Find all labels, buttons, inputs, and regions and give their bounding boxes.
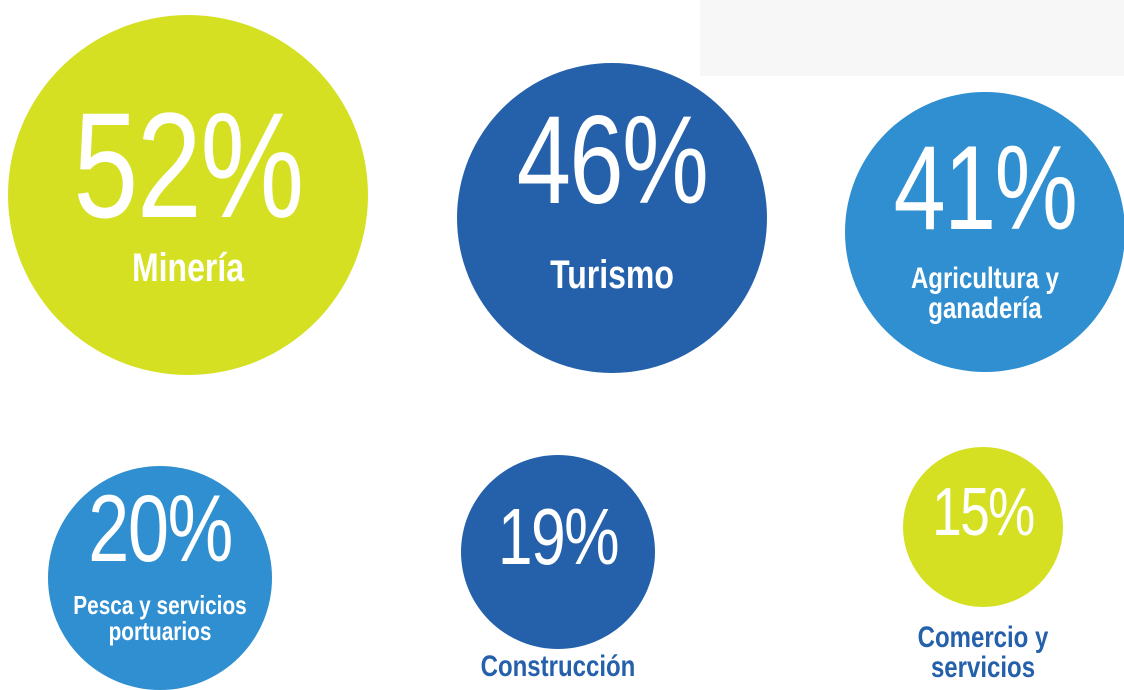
bubble bbox=[903, 447, 1063, 607]
bubble bbox=[461, 455, 655, 649]
value-label: 19% bbox=[497, 492, 620, 581]
value-label: 20% bbox=[88, 476, 233, 582]
value-label: 52% bbox=[73, 81, 304, 249]
value-label: 46% bbox=[516, 91, 709, 230]
value-label: 15% bbox=[932, 474, 1035, 550]
category-label: Agricultura y ganadería bbox=[910, 262, 1060, 325]
category-label: Minería bbox=[131, 246, 245, 290]
bubble bbox=[48, 466, 272, 690]
value-label: 41% bbox=[893, 121, 1078, 255]
category-label: Comercio y servicios bbox=[917, 621, 1049, 684]
bubble bbox=[8, 15, 368, 375]
bubble bbox=[457, 63, 767, 373]
bubble bbox=[845, 92, 1124, 372]
category-label: Pesca y servicios portuarios bbox=[73, 590, 247, 646]
category-label: Turismo bbox=[550, 253, 674, 297]
category-label: Construcción bbox=[480, 650, 636, 683]
corner-panel bbox=[700, 0, 1124, 76]
